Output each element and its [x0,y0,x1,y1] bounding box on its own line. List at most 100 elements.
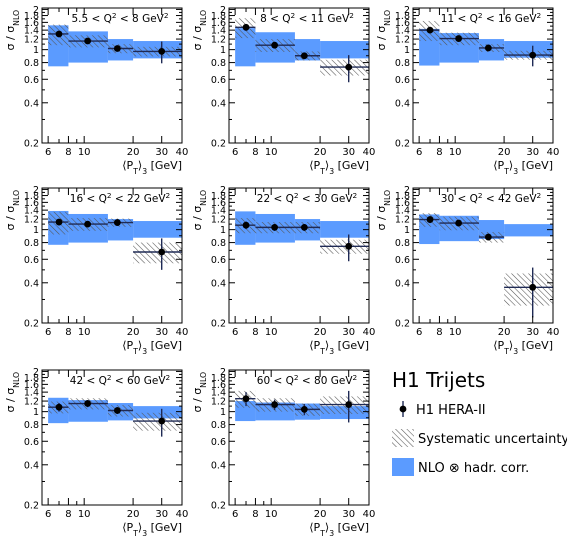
x-tick-label: 10 [265,147,278,158]
y-tick-label: 1 [404,225,410,236]
data-point-1 [426,26,434,34]
legend-data-entry: H1 HERA-II [399,401,486,418]
y-tick-label: 0.4 [211,460,226,471]
x-tick-label: 10 [265,327,278,338]
data-point-4 [158,48,166,55]
y-tick-label: 2 [220,5,226,16]
y-axis-label: σ / σNLO [4,372,21,412]
y-tick-label: 2 [220,367,226,378]
data-point-4 [158,248,166,256]
data-point-1 [426,216,434,223]
y-tick-label: 1.2 [24,215,39,226]
x-tick-label: 30 [155,147,168,158]
data-point-4 [158,417,166,425]
x-tick-label: 6 [416,147,422,158]
y-tick-label: 0.2 [395,139,410,150]
y-tick-label: 2 [220,185,226,196]
data-point-4 [529,283,537,291]
y-tick-label: 0.2 [211,319,226,330]
x-axis-label: ⟨PT⟩3 [GeV] [309,159,369,176]
x-tick-label: 20 [127,509,140,520]
x-axis-label: ⟨PT⟩3 [GeV] [493,339,553,356]
panel-q2-label: 16 < Q2 < 22 GeV2 [70,191,170,206]
legend-data-marker [399,405,407,413]
y-tick-label: 0.4 [395,98,410,109]
y-tick-label: 0.2 [24,139,39,150]
y-tick-label: 0.8 [24,238,39,249]
y-tick-label: 1.4 [211,206,226,217]
x-tick-label: 6 [416,327,422,338]
x-tick-label: 8 [252,327,258,338]
y-tick-label: 0.6 [211,255,226,266]
data-point-4 [345,63,353,71]
data-point-3 [300,52,308,60]
plot-frame [228,369,370,506]
x-tick-label: 20 [314,509,327,520]
sys-box-bin-4 [133,242,182,264]
plot-frame [41,187,183,324]
data-point-2 [84,37,92,45]
panel-grid: 0.20.40.60.811.21.41.61.826 8 10 20 30 405.5 … [4,5,559,538]
data-point-1 [55,218,63,226]
y-axis-label: σ / σNLO [191,190,208,230]
y-tick-label: 1.4 [211,26,226,37]
y-tick-label: 1.4 [395,26,410,37]
panel-q2-label: 60 < Q2 < 80 GeV2 [257,373,357,388]
panel-4: 0.2 0.4 0.6 0.8 11.21.41.61.82 6 8 10 20 30 40 16 <… [4,185,188,356]
x-tick-label: 40 [363,147,376,158]
y-tick-label: 2 [33,367,39,378]
y-tick-label: 1.6 [24,380,39,391]
panel-8: 0.2 0.4 0.6 0.8 11.21.41.61.82 6 8 10 20 30 40 60 <… [191,367,375,538]
data-point-2 [84,400,92,407]
x-tick-label: 10 [78,147,91,158]
y-axis-label: σ / σNLO [191,372,208,412]
data-point-3 [113,407,121,414]
plot-frame [412,7,554,144]
x-tick-label: 8 [436,327,442,338]
x-tick-label: 8 [65,327,71,338]
x-tick-label: 8 [252,147,258,158]
panel-1: 0.2 0.4 0.6 0.8 11.21.41.61.82 6 8 10 20 30 40 5.5 … [4,5,188,176]
y-tick-label: 1.8 [24,191,39,202]
panel-q2-label: 30 < Q2 < 42 GeV2 [441,191,541,206]
y-tick-label: 1.6 [395,198,410,209]
data-point-3 [484,233,492,241]
y-tick-label: 1.8 [395,11,410,22]
y-tick-label: 1.8 [24,373,39,384]
data-point-1 [242,395,250,403]
data-point-4 [529,51,537,59]
y-tick-label: 0.2 [211,501,226,512]
data-point-3 [300,223,308,231]
x-axis-label: ⟨PT⟩3 [GeV] [122,339,182,356]
y-tick-label: 0.8 [395,58,410,69]
y-tick-label: 0.2 [24,319,39,330]
y-tick-label: 1.8 [395,191,410,202]
panel-q2-label: 22 < Q2 < 30 GeV2 [257,191,357,206]
y-tick-label: 1.8 [24,11,39,22]
panel-6: 0.2 0.4 0.6 0.8 11.21.41.61.82 6 8 10 20 30 40 30 <… [375,185,559,356]
y-tick-label: 0.4 [211,278,226,289]
y-tick-label: 1 [220,45,226,56]
y-tick-label: 1 [220,407,226,418]
y-tick-label: 1.8 [211,11,226,22]
x-tick-label: 10 [449,327,462,338]
y-tick-label: 1.8 [211,373,226,384]
y-tick-label: 0.6 [24,75,39,86]
data-point-2 [84,220,92,228]
y-tick-label: 0.6 [24,255,39,266]
plot-frame [228,187,370,324]
plot-frame [41,369,183,506]
panel-q2-label: 11 < Q2 < 16 GeV2 [441,11,541,26]
panel-q2-label: 42 < Q2 < 60 GeV2 [70,373,170,388]
x-tick-label: 20 [498,327,511,338]
legend: H1 Trijets H1 HERA-II Systematic uncerta… [392,368,567,476]
data-point-1 [242,23,250,31]
y-tick-label: 0.8 [211,58,226,69]
x-tick-label: 40 [547,327,560,338]
x-tick-label: 20 [498,147,511,158]
x-tick-label: 10 [78,509,91,520]
y-tick-label: 1 [33,225,39,236]
y-axis-label: σ / σNLO [4,10,21,50]
legend-data-label: H1 HERA-II [416,403,486,418]
